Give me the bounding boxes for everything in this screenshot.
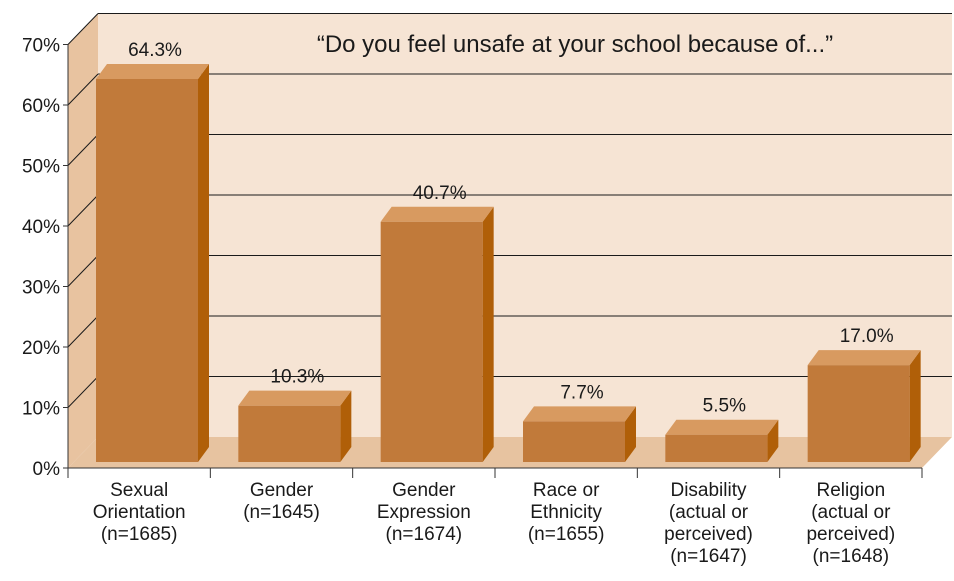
gridline-diagonal (67, 73, 99, 106)
data-label: 40.7% (413, 183, 467, 204)
bar-front (238, 405, 341, 462)
category-label-line: (n=1647) (670, 546, 747, 567)
category-label-line: (n=1674) (386, 524, 463, 545)
bar-top (380, 206, 494, 222)
category-label-line: (actual or (669, 502, 749, 523)
data-label: 17.0% (840, 326, 894, 347)
category-label-line: (n=1685) (101, 524, 178, 545)
gridline-diagonal (67, 376, 99, 408)
category-label: Race or Ethnicity (n=1655) (528, 480, 605, 545)
bar-front (96, 78, 198, 463)
y-tick-label: 50% (22, 157, 60, 178)
bar-top (665, 419, 779, 435)
category-label-line: (n=1645) (243, 502, 320, 523)
category-label-line: Gender (392, 480, 456, 501)
category-label-line: Religion (817, 480, 886, 501)
bar-front (665, 434, 768, 462)
bar-side (340, 390, 352, 462)
category-label: Gender (n=1645) (243, 480, 320, 523)
bar: 10.3% (238, 367, 352, 462)
data-label: 64.3% (128, 40, 182, 61)
gridline-diagonal (67, 194, 99, 227)
data-label: 7.7% (560, 382, 603, 403)
bar-side (767, 419, 779, 462)
y-tick-label: 60% (22, 96, 60, 117)
category-label-line: Ethnicity (530, 502, 602, 523)
bar-top (96, 63, 209, 79)
category-label-line: (actual or (811, 502, 891, 523)
bar-top (523, 406, 636, 422)
side-wall (68, 13, 98, 468)
y-tick-label: 20% (22, 338, 60, 359)
category-label-line: Disability (670, 480, 747, 501)
bar-side (482, 206, 494, 462)
bar-top (238, 390, 352, 406)
y-tick-label: 70% (22, 36, 60, 57)
category-label-line: Gender (250, 480, 314, 501)
gridlines (67, 13, 952, 408)
category-label-line: perceived) (806, 524, 895, 545)
y-tick-label: 30% (22, 278, 60, 299)
category-label-line: Orientation (93, 502, 186, 523)
axes: 0% 10% 20% 30% 40% 50% 60% 70% Sexual Orientation… (22, 36, 923, 567)
bar: 7.7% (523, 382, 636, 462)
bar: 64.3% (96, 40, 209, 463)
category-label-line: Sexual (110, 480, 168, 501)
category-label: Religion (actual or perceived) (n=1648) (806, 480, 895, 567)
category-label: Sexual Orientation (n=1685) (93, 480, 186, 545)
y-tick-label: 0% (33, 459, 61, 480)
bar: 5.5% (665, 396, 779, 462)
category-label: Gender Expression (n=1674) (377, 480, 471, 545)
data-label: 10.3% (270, 367, 324, 388)
category-label-line: Race or (533, 480, 600, 501)
bar-side (909, 350, 921, 462)
chart-title: “Do you feel unsafe at your school becau… (317, 31, 833, 58)
category-label: Disability (actual or perceived) (n=1647) (664, 480, 753, 567)
bar-side (198, 63, 209, 463)
bars: 64.3% 10.3% 40.7% 7.7% 5.5% 17.0% (96, 40, 921, 463)
bar-top (807, 350, 921, 366)
bar: 40.7% (380, 183, 494, 462)
category-label-line: (n=1648) (813, 546, 890, 567)
gridline-diagonal (67, 134, 99, 166)
back-wall (98, 13, 952, 437)
bar: 17.0% (807, 326, 921, 462)
y-tick-label: 40% (22, 217, 60, 238)
gridline-diagonal (67, 13, 99, 45)
category-label-line: Expression (377, 502, 471, 523)
gridline-diagonal (67, 315, 99, 348)
category-label-line: perceived) (664, 524, 753, 545)
bar-front (380, 221, 483, 462)
bar-front (807, 365, 910, 462)
gridline-diagonal (67, 255, 99, 287)
data-label: 5.5% (703, 396, 746, 417)
y-tick-label: 10% (22, 399, 60, 420)
category-label-line: (n=1655) (528, 524, 605, 545)
bar-side (625, 406, 636, 462)
bar-front (523, 421, 625, 462)
